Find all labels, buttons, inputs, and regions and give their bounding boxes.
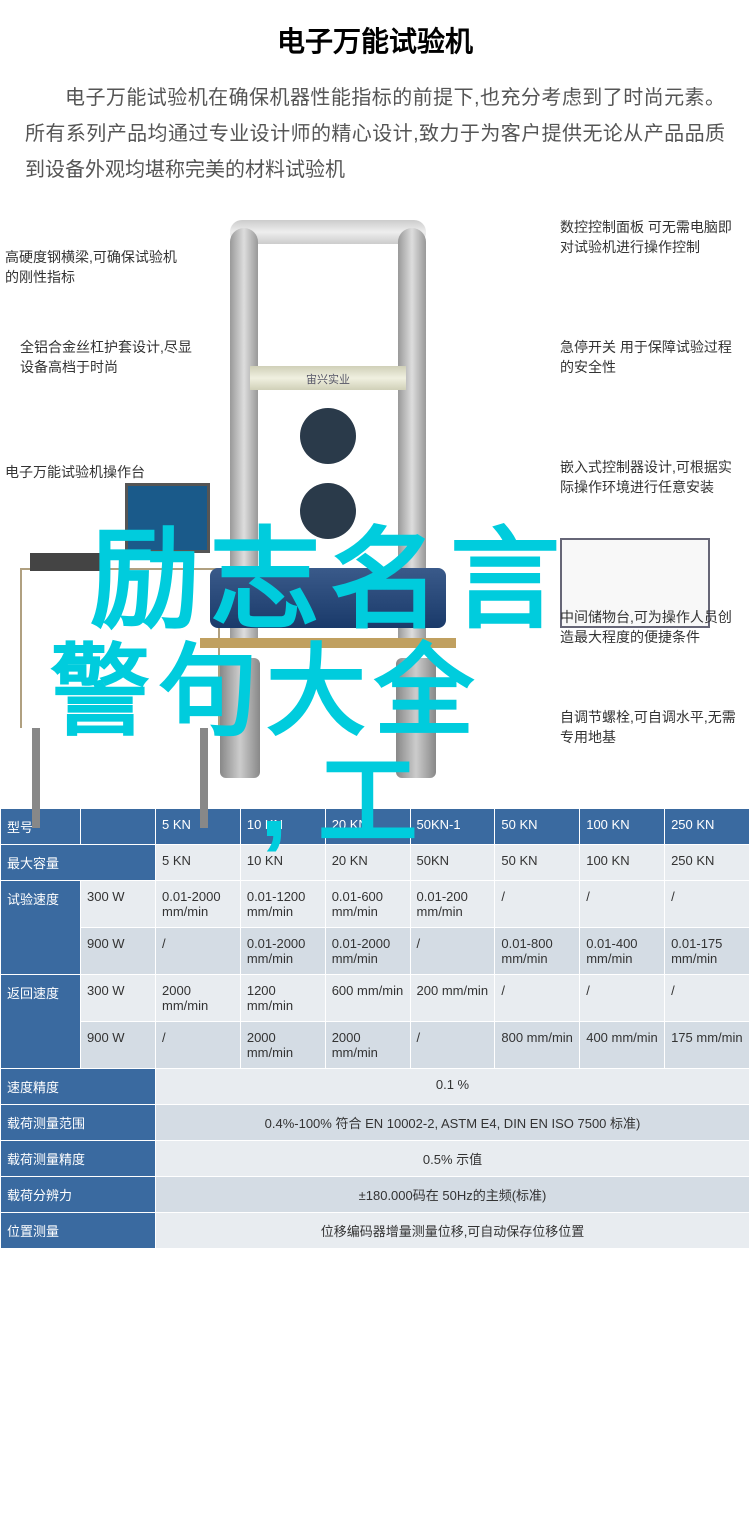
fixture-bottom (300, 483, 356, 539)
data-cell: / (665, 975, 750, 1022)
data-cell: 2000 mm/min (325, 1022, 410, 1069)
callout-estop: 急停开关 用于保障试验过程的安全性 (560, 338, 740, 377)
callout-controller: 嵌入式控制器设计,可根据实际操作环境进行任意安装 (560, 458, 740, 497)
data-cell: 1200 mm/min (240, 975, 325, 1022)
data-cell: 0.01-2000 mm/min (156, 881, 241, 928)
data-cell: 2000 mm/min (240, 1022, 325, 1069)
table-header-cell: 50 KN (495, 809, 580, 845)
data-cell: 200 mm/min (410, 975, 495, 1022)
data-cell: / (495, 975, 580, 1022)
data-cell: 5 KN (156, 845, 241, 881)
merged-cell: 0.5% 示值 (156, 1141, 750, 1177)
data-cell: / (156, 1022, 241, 1069)
data-cell: 0.01-1200 mm/min (240, 881, 325, 928)
data-cell: 0.01-400 mm/min (580, 928, 665, 975)
table-row: 载荷测量精度0.5% 示值 (1, 1141, 750, 1177)
merged-cell: ±180.000码在 50Hz的主频(标准) (156, 1177, 750, 1213)
page-title: 电子万能试验机 (0, 0, 750, 70)
row-label: 位置测量 (1, 1213, 156, 1249)
data-cell: / (665, 881, 750, 928)
machine-base (210, 568, 446, 628)
data-cell: 600 mm/min (325, 975, 410, 1022)
row-label: 速度精度 (1, 1069, 156, 1105)
data-cell: / (156, 928, 241, 975)
data-cell: / (580, 881, 665, 928)
callout-cover: 全铝合金丝杠护套设计,尽显设备高档于时尚 (20, 338, 200, 377)
table-row: 位置测量位移编码器增量测量位移,可自动保存位移位置 (1, 1213, 750, 1249)
spec-table: 型号5 KN10 KN20 KN50KN-150 KN100 KN250 KN … (0, 808, 750, 1249)
data-cell: 400 mm/min (580, 1022, 665, 1069)
callout-panel: 数控控制面板 可无需电脑即对试验机进行操作控制 (560, 218, 740, 257)
storage-shelf (200, 638, 456, 648)
data-cell: 175 mm/min (665, 1022, 750, 1069)
data-cell: / (495, 881, 580, 928)
table-header-cell: 20 KN (325, 809, 410, 845)
fixture-top (300, 408, 356, 464)
table-header-row: 型号 5 KN10 KN20 KN50KN-150 KN100 KN250 KN (1, 809, 750, 845)
monitor-shape (125, 483, 210, 553)
base-cylinder-right (396, 658, 436, 778)
row-label: 载荷测量范围 (1, 1105, 156, 1141)
callout-beam: 高硬度钢横梁,可确保试验机的刚性指标 (5, 248, 185, 287)
brand-label: 宙兴实业 (250, 366, 406, 387)
desk-shape (20, 568, 220, 728)
table-row: 载荷分辨力±180.000码在 50Hz的主频(标准) (1, 1177, 750, 1213)
table-row: 最大容量5 KN10 KN20 KN50KN50 KN100 KN250 KN (1, 845, 750, 881)
data-cell: 50 KN (495, 845, 580, 881)
merged-cell: 位移编码器增量测量位移,可自动保存位移位置 (156, 1213, 750, 1249)
callout-shelf: 中间储物台,可为操作人员创造最大程度的便捷条件 (560, 608, 740, 647)
data-cell: 0.01-800 mm/min (495, 928, 580, 975)
cross-beam: 宙兴实业 (250, 366, 406, 390)
table-header-cell: 100 KN (580, 809, 665, 845)
table-header-cell (81, 809, 156, 845)
data-cell: 20 KN (325, 845, 410, 881)
sub-cell: 300 W (81, 881, 156, 928)
table-row: 试验速度300 W0.01-2000 mm/min0.01-1200 mm/mi… (1, 881, 750, 928)
table-header-cell: 250 KN (665, 809, 750, 845)
table-row: 900 W/0.01-2000 mm/min0.01-2000 mm/min/0… (1, 928, 750, 975)
data-cell: 0.01-200 mm/min (410, 881, 495, 928)
data-cell: 0.01-175 mm/min (665, 928, 750, 975)
table-row: 载荷测量范围0.4%-100% 符合 EN 10002-2, ASTM E4, … (1, 1105, 750, 1141)
table-header-cell: 10 KN (240, 809, 325, 845)
data-cell: 0.01-2000 mm/min (240, 928, 325, 975)
data-cell: 800 mm/min (495, 1022, 580, 1069)
callout-bolt: 自调节螺栓,可自调水平,无需专用地基 (560, 708, 740, 747)
data-cell: 250 KN (665, 845, 750, 881)
merged-cell: 0.1 % (156, 1069, 750, 1105)
table-header-cell: 5 KN (156, 809, 241, 845)
product-diagram: 宙兴实业 高硬度钢横梁,可确保试验机的刚性指标 全铝合金丝杠护套设计,尽显设备高… (0, 208, 750, 798)
data-cell: 0.01-2000 mm/min (325, 928, 410, 975)
keyboard-shape (30, 553, 100, 571)
row-label: 载荷测量精度 (1, 1141, 156, 1177)
data-cell: 2000 mm/min (156, 975, 241, 1022)
table-row: 速度精度0.1 % (1, 1069, 750, 1105)
merged-cell: 0.4%-100% 符合 EN 10002-2, ASTM E4, DIN EN… (156, 1105, 750, 1141)
base-cylinder-left (220, 658, 260, 778)
data-cell: / (410, 1022, 495, 1069)
callout-console: 电子万能试验机操作台 (5, 463, 145, 483)
data-cell: 10 KN (240, 845, 325, 881)
table-header-cell: 型号 (1, 809, 81, 845)
data-cell: 0.01-600 mm/min (325, 881, 410, 928)
data-cell: 100 KN (580, 845, 665, 881)
table-row: 返回速度300 W2000 mm/min1200 mm/min600 mm/mi… (1, 975, 750, 1022)
description-text: 电子万能试验机在确保机器性能指标的前提下,也充分考虑到了时尚元素。所有系列产品均… (0, 70, 750, 208)
data-cell: / (410, 928, 495, 975)
table-header-cell: 50KN-1 (410, 809, 495, 845)
row-label: 载荷分辨力 (1, 1177, 156, 1213)
table-row: 900 W/2000 mm/min2000 mm/min/800 mm/min4… (1, 1022, 750, 1069)
row-label: 最大容量 (1, 845, 156, 881)
sub-cell: 300 W (81, 975, 156, 1022)
table-body: 最大容量5 KN10 KN20 KN50KN50 KN100 KN250 KN试… (1, 845, 750, 1249)
sub-cell: 900 W (81, 1022, 156, 1069)
row-label: 返回速度 (1, 975, 81, 1069)
row-label: 试验速度 (1, 881, 81, 975)
data-cell: 50KN (410, 845, 495, 881)
data-cell: / (580, 975, 665, 1022)
sub-cell: 900 W (81, 928, 156, 975)
top-beam (230, 220, 426, 244)
